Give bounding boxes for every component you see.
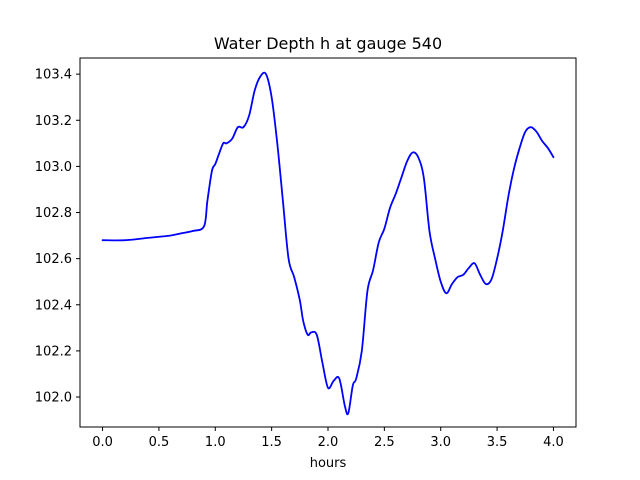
x-axis-label: hours	[310, 456, 347, 471]
y-tick-label: 103.4	[35, 68, 72, 83]
chart-title: Water Depth h at gauge 540	[214, 34, 442, 53]
y-tick-label: 102.4	[35, 298, 72, 313]
x-tick-label: 3.0	[430, 435, 451, 450]
y-tick-label: 102.6	[35, 252, 72, 267]
axes-frame	[79, 57, 577, 428]
y-tick-label: 103.0	[35, 160, 72, 175]
y-tick-label: 102.8	[35, 206, 72, 221]
x-tick-label: 0.5	[149, 435, 170, 450]
x-tick-label: 1.0	[205, 435, 226, 450]
axis-ticks: 0.0 0.5 1.0 1.5 2.0 2.5 3.0 3.5 4.0 102.0 102.2 102…	[35, 68, 564, 450]
x-tick-label: 4.0	[543, 435, 564, 450]
series-line-0	[101, 71, 555, 416]
x-tick-label: 2.5	[374, 435, 395, 450]
x-tick-label: 1.5	[261, 435, 282, 450]
y-tick-label: 103.2	[35, 114, 72, 129]
x-tick-label: 3.5	[487, 435, 508, 450]
x-tick-label: 0.0	[92, 435, 113, 450]
y-tick-label: 102.0	[35, 391, 72, 406]
plot-area	[101, 71, 555, 416]
x-tick-label: 2.0	[318, 435, 339, 450]
y-tick-label: 102.2	[35, 344, 72, 359]
